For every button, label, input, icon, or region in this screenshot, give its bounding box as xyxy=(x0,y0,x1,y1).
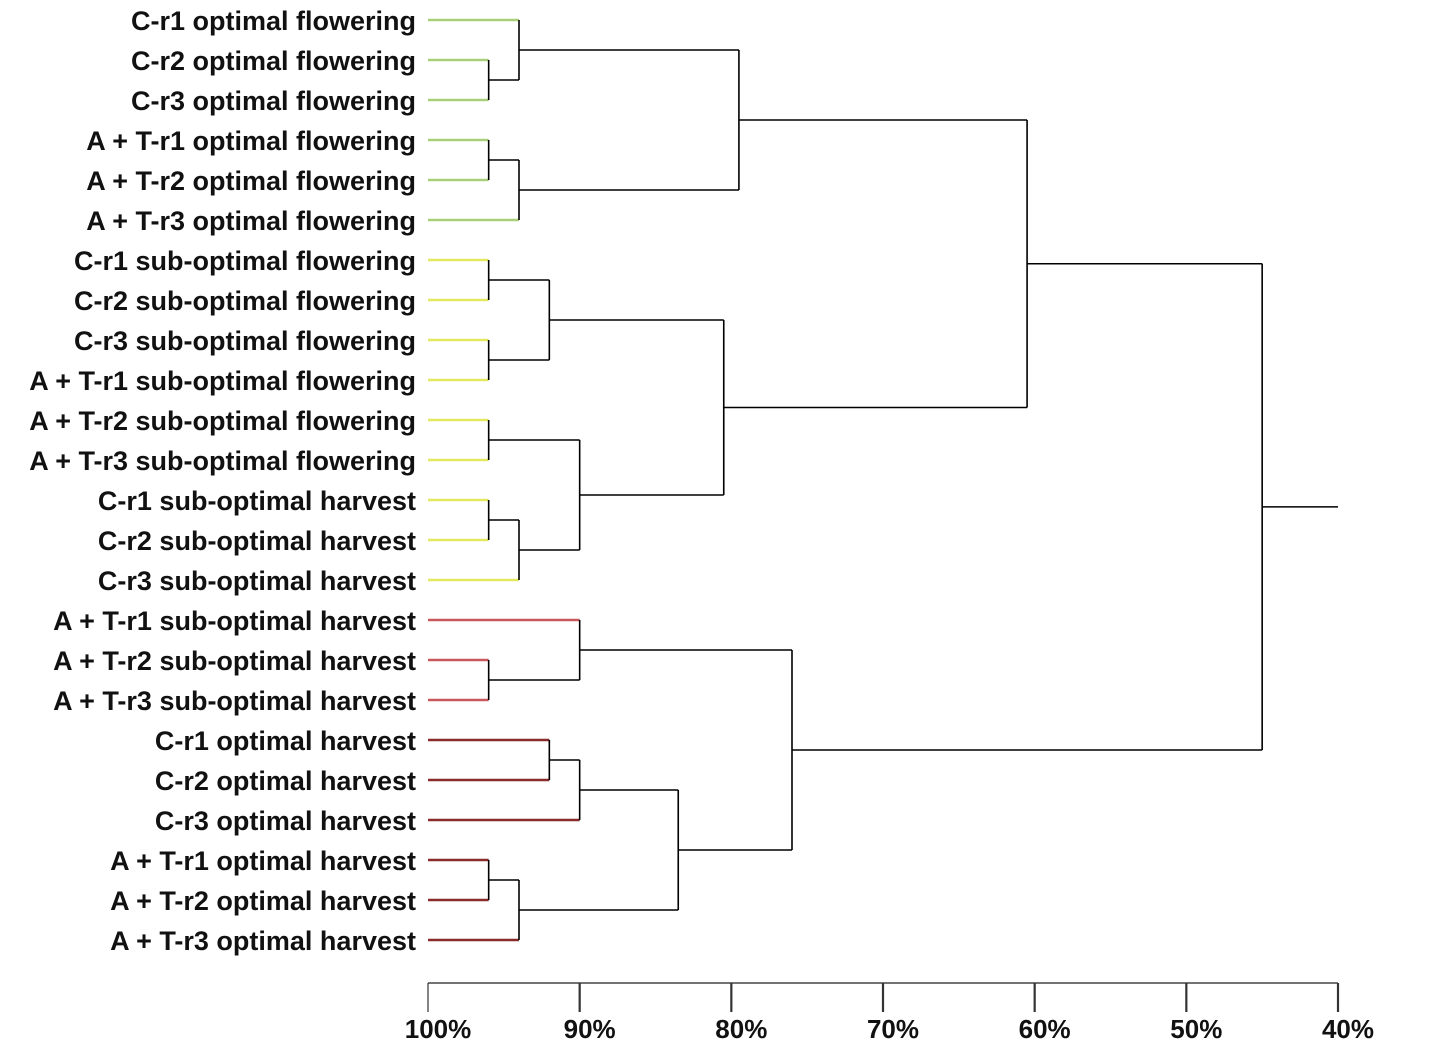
leaf-label: A + T-r1 sub-optimal harvest xyxy=(53,606,416,636)
leaf-label: A + T-r3 optimal harvest xyxy=(110,926,416,956)
leaf-label: C-r2 sub-optimal harvest xyxy=(98,526,416,556)
leaf-label: C-r1 optimal flowering xyxy=(131,6,416,36)
leaf-label: A + T-r1 sub-optimal flowering xyxy=(29,366,416,396)
leaf-label: A + T-r2 optimal harvest xyxy=(110,886,416,916)
leaf-label: C-r1 sub-optimal harvest xyxy=(98,486,416,516)
leaf-label: A + T-r3 optimal flowering xyxy=(86,206,416,236)
axis-tick-label: 90% xyxy=(564,1014,616,1042)
cluster-links xyxy=(487,20,1338,940)
leaf-label: C-r2 sub-optimal flowering xyxy=(74,286,416,316)
leaf-label: A + T-r2 optimal flowering xyxy=(86,166,416,196)
leaf-label: C-r2 optimal harvest xyxy=(155,766,416,796)
axis-tick-label: 50% xyxy=(1170,1014,1222,1042)
leaf-label: C-r1 sub-optimal flowering xyxy=(74,246,416,276)
leaf-label: A + T-r2 sub-optimal harvest xyxy=(53,646,416,676)
leaf-label: C-r3 sub-optimal harvest xyxy=(98,566,416,596)
leaf-label: A + T-r1 optimal harvest xyxy=(110,846,416,876)
axis-tick-label: 60% xyxy=(1019,1014,1071,1042)
leaf-label: A + T-r1 optimal flowering xyxy=(86,126,416,156)
leaf-label: C-r2 optimal flowering xyxy=(131,46,416,76)
leaf-label: A + T-r3 sub-optimal harvest xyxy=(53,686,416,716)
axis-tick-label: 100% xyxy=(405,1014,472,1042)
axis-tick-label: 80% xyxy=(715,1014,767,1042)
leaf-branches xyxy=(428,18,580,942)
axis-tick-label: 40% xyxy=(1322,1014,1374,1042)
leaf-label: C-r3 optimal flowering xyxy=(131,86,416,116)
similarity-axis: 100% 90% 80% 70% 60% 50% 40% xyxy=(405,982,1374,1042)
leaf-label: C-r3 sub-optimal flowering xyxy=(74,326,416,356)
leaf-labels: C-r1 optimal flowering C-r2 optimal flowe… xyxy=(29,6,416,956)
axis-tick-label: 70% xyxy=(867,1014,919,1042)
leaf-label: A + T-r3 sub-optimal flowering xyxy=(29,446,416,476)
leaf-label: A + T-r2 sub-optimal flowering xyxy=(29,406,416,436)
leaf-label: C-r1 optimal harvest xyxy=(155,726,416,756)
leaf-label: C-r3 optimal harvest xyxy=(155,806,416,836)
